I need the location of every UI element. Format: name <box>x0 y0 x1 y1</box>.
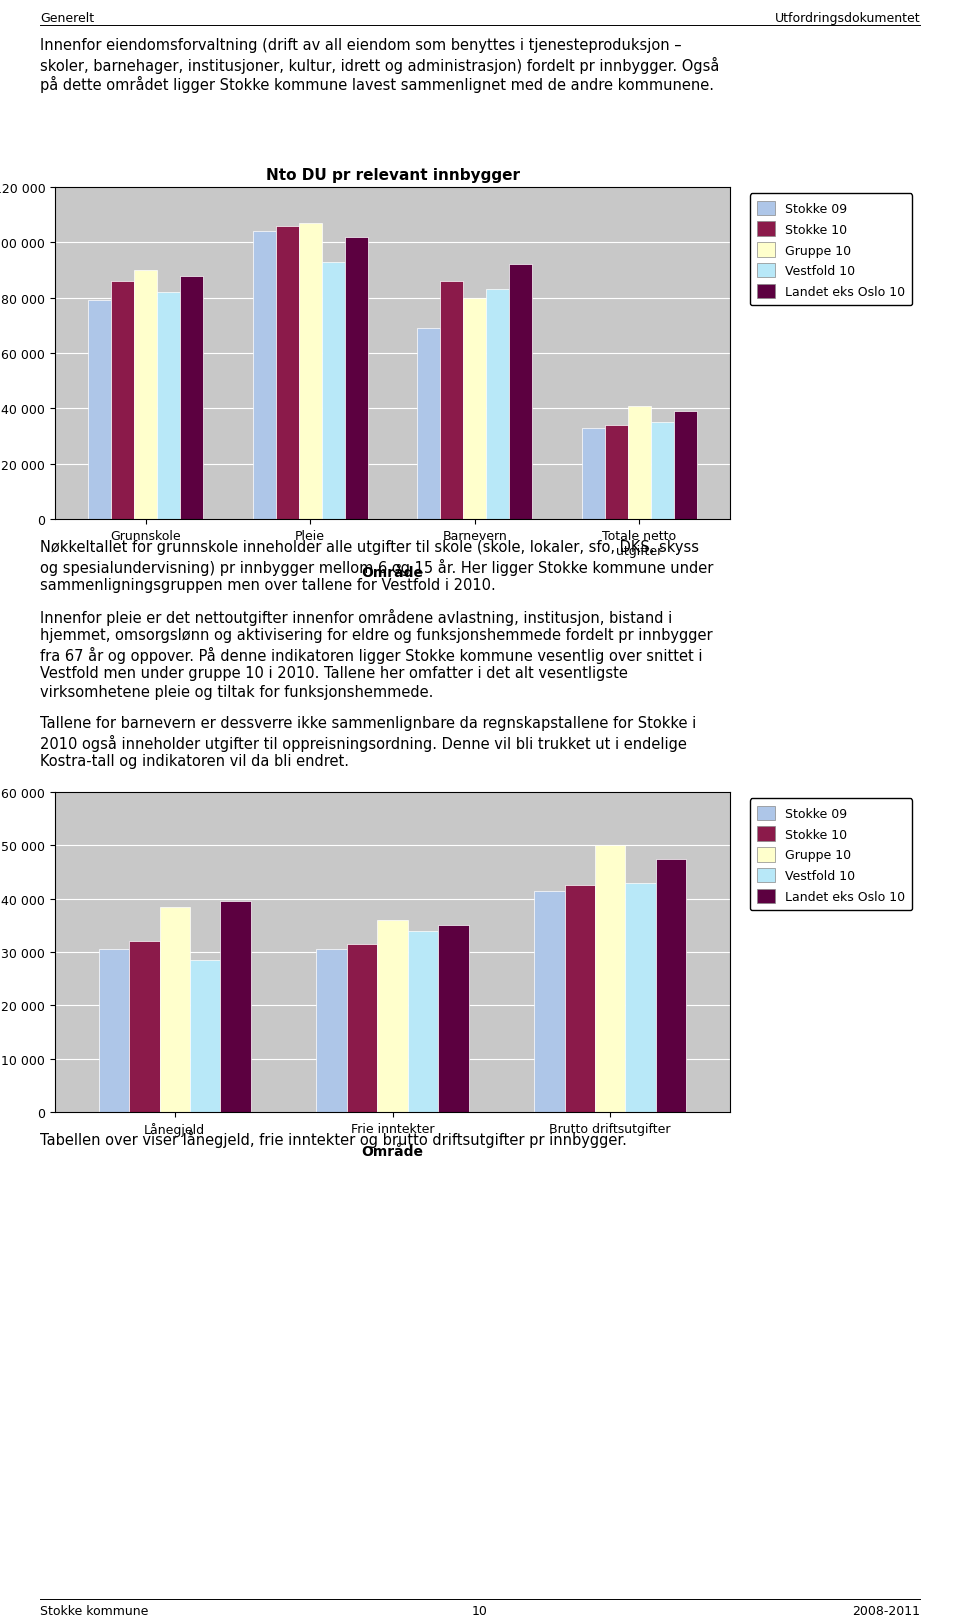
Text: virksomhetene pleie og tiltak for funksjonshemmede.: virksomhetene pleie og tiltak for funksj… <box>40 685 433 700</box>
Text: 2010 også inneholder utgifter til oppreisningsordning. Denne vil bli trukket ut : 2010 også inneholder utgifter til opprei… <box>40 735 686 751</box>
Text: Utfordringsdokumentet: Utfordringsdokumentet <box>775 11 920 24</box>
Text: Innenfor pleie er det nettoutgifter innenfor områdene avlastning, institusjon, b: Innenfor pleie er det nettoutgifter inne… <box>40 609 672 625</box>
Bar <box>299 224 322 519</box>
Bar <box>656 859 686 1112</box>
Bar <box>674 412 697 519</box>
Text: 2008-2011: 2008-2011 <box>852 1604 920 1617</box>
Bar <box>441 282 464 519</box>
Text: Tallene for barnevern er dessverre ikke sammenlignbare da regnskapstallene for S: Tallene for barnevern er dessverre ikke … <box>40 716 696 730</box>
Bar <box>418 329 441 519</box>
Legend: Stokke 09, Stokke 10, Gruppe 10, Vestfold 10, Landet eks Oslo 10: Stokke 09, Stokke 10, Gruppe 10, Vestfol… <box>750 799 912 911</box>
Title: Nto DU pr relevant innbygger: Nto DU pr relevant innbygger <box>266 167 519 182</box>
Bar <box>628 406 651 519</box>
Bar <box>464 299 487 519</box>
Bar <box>190 961 221 1112</box>
Bar <box>487 291 510 519</box>
Text: Nøkkeltallet for grunnskole inneholder alle utgifter til skole (skole, lokaler, : Nøkkeltallet for grunnskole inneholder a… <box>40 540 699 555</box>
Text: 10: 10 <box>472 1604 488 1617</box>
Text: og spesialundervisning) pr innbygger mellom 6 og 15 år. Her ligger Stokke kommun: og spesialundervisning) pr innbygger mel… <box>40 558 713 576</box>
Bar <box>111 282 134 519</box>
Bar <box>252 232 276 519</box>
Legend: Stokke 09, Stokke 10, Gruppe 10, Vestfold 10, Landet eks Oslo 10: Stokke 09, Stokke 10, Gruppe 10, Vestfol… <box>750 195 912 307</box>
Text: Tabellen over viser lånegjeld, frie inntekter og brutto driftsutgifter pr innbyg: Tabellen over viser lånegjeld, frie innt… <box>40 1130 627 1147</box>
Bar <box>316 949 347 1112</box>
Bar <box>129 941 159 1112</box>
Text: sammenligningsgruppen men over tallene for Vestfold i 2010.: sammenligningsgruppen men over tallene f… <box>40 578 495 592</box>
Bar <box>408 932 438 1112</box>
Bar <box>626 883 656 1112</box>
Text: fra 67 år og oppover. På denne indikatoren ligger Stokke kommune vesentlig over : fra 67 år og oppover. På denne indikator… <box>40 646 703 664</box>
Bar <box>88 302 111 519</box>
Text: Kostra-tall og indikatoren vil da bli endret.: Kostra-tall og indikatoren vil da bli en… <box>40 753 349 769</box>
Bar <box>157 294 180 519</box>
Text: Stokke kommune: Stokke kommune <box>40 1604 149 1617</box>
X-axis label: Område: Område <box>362 566 423 579</box>
Bar <box>99 949 129 1112</box>
Bar <box>651 424 674 519</box>
Text: hjemmet, omsorgslønn og aktivisering for eldre og funksjonshemmede fordelt pr in: hjemmet, omsorgslønn og aktivisering for… <box>40 628 712 643</box>
Bar <box>564 886 595 1112</box>
Bar <box>322 263 345 519</box>
X-axis label: Område: Område <box>362 1144 423 1159</box>
Text: Innenfor eiendomsforvaltning (drift av all eiendom som benyttes i tjenesteproduk: Innenfor eiendomsforvaltning (drift av a… <box>40 37 682 54</box>
Bar <box>605 425 628 519</box>
Text: Generelt: Generelt <box>40 11 94 24</box>
Text: Vestfold men under gruppe 10 i 2010. Tallene her omfatter i det alt vesentligste: Vestfold men under gruppe 10 i 2010. Tal… <box>40 665 628 680</box>
Bar <box>276 227 299 519</box>
Bar <box>347 945 377 1112</box>
Bar <box>345 237 368 519</box>
Bar <box>582 428 605 519</box>
Bar <box>134 271 157 519</box>
Text: på dette området ligger Stokke kommune lavest sammenlignet med de andre kommunen: på dette området ligger Stokke kommune l… <box>40 76 714 93</box>
Bar <box>180 276 204 519</box>
Text: skoler, barnehager, institusjoner, kultur, idrett og administrasjon) fordelt pr : skoler, barnehager, institusjoner, kultu… <box>40 57 719 75</box>
Bar <box>221 902 251 1112</box>
Bar <box>377 920 408 1112</box>
Bar <box>510 265 533 519</box>
Bar <box>159 907 190 1112</box>
Bar <box>438 925 468 1112</box>
Bar <box>595 846 626 1112</box>
Bar <box>534 891 564 1112</box>
